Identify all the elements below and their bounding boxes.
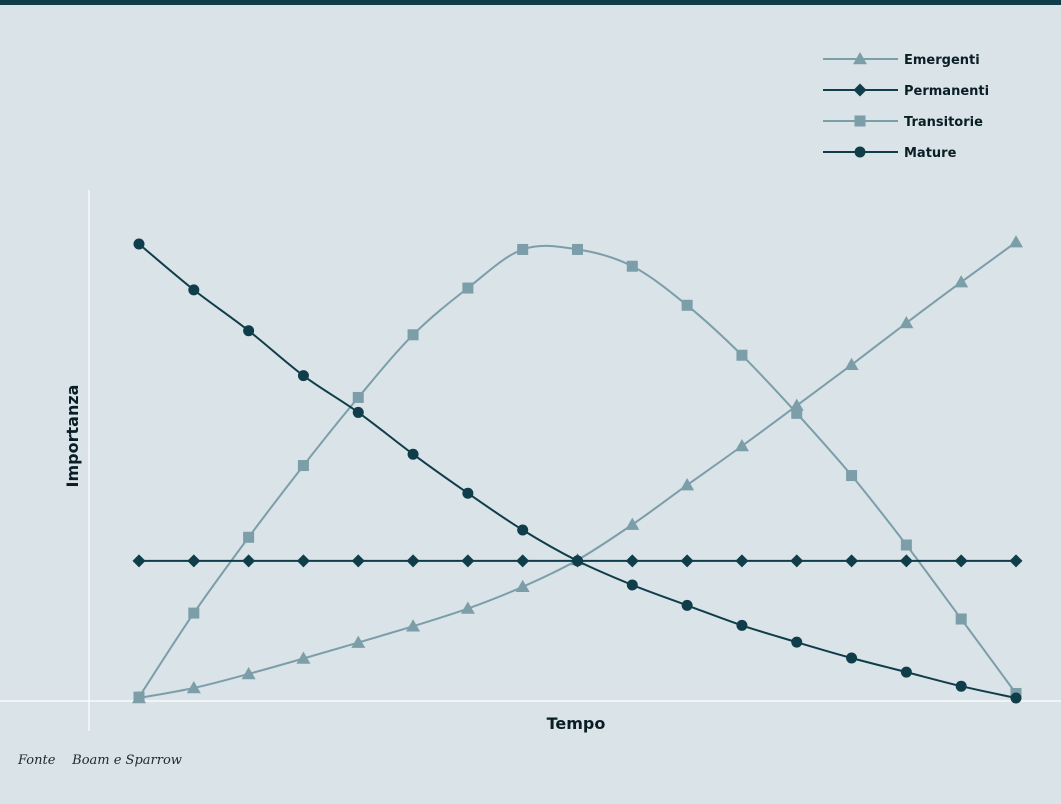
- series-layer: [132, 235, 1023, 704]
- data-point-permanenti-3: [242, 554, 256, 568]
- data-point-transitorie-12: [736, 349, 748, 361]
- data-point-mature-15: [900, 666, 912, 678]
- data-point-permanenti-2: [187, 554, 201, 568]
- data-point-transitorie-1: [133, 691, 145, 703]
- data-point-mature-5: [352, 406, 364, 418]
- source-text: Boam e Sparrow: [72, 753, 182, 768]
- data-point-emergenti-11: [680, 478, 695, 491]
- data-point-permanenti-6: [406, 554, 420, 568]
- legend: Emergenti Permanenti Transitorie Mature: [823, 52, 989, 161]
- legend-label-permanenti: Permanenti: [904, 84, 989, 99]
- data-point-emergenti-17: [1009, 235, 1023, 248]
- data-point-transitorie-6: [407, 329, 419, 341]
- data-point-permanenti-12: [735, 554, 749, 568]
- data-point-transitorie-16: [955, 613, 967, 625]
- series-mature: [133, 238, 1022, 704]
- data-point-permanenti-16: [954, 554, 968, 568]
- data-point-transitorie-7: [462, 282, 474, 294]
- series-line-transitorie: [138, 244, 1017, 698]
- data-point-emergenti-2: [186, 681, 201, 694]
- data-point-emergenti-7: [460, 601, 475, 614]
- data-point-mature-3: [243, 325, 255, 337]
- legend-label-emergenti: Emergenti: [904, 53, 980, 68]
- legend-item-mature: Mature: [823, 146, 957, 161]
- data-point-emergenti-15: [899, 315, 914, 329]
- legend-marker-mature: [854, 146, 866, 158]
- data-point-emergenti-8: [515, 579, 530, 593]
- legend-label-mature: Mature: [904, 146, 957, 161]
- data-point-transitorie-14: [846, 470, 858, 482]
- data-point-transitorie-4: [297, 460, 309, 472]
- data-point-mature-9: [572, 555, 583, 567]
- data-point-permanenti-14: [845, 554, 859, 568]
- data-point-transitorie-3: [243, 531, 255, 543]
- source-label: Fonte: [18, 753, 56, 768]
- legend-marker-transitorie: [854, 115, 866, 127]
- top-bar: [0, 0, 1061, 5]
- data-point-mature-1: [133, 238, 145, 250]
- data-point-permanenti-8: [516, 554, 530, 568]
- data-point-emergenti-14: [844, 357, 859, 371]
- legend-item-emergenti: Emergenti: [823, 52, 980, 68]
- series-transitorie: [133, 243, 1022, 703]
- data-point-mature-16: [955, 680, 967, 692]
- data-point-transitorie-8: [517, 243, 529, 255]
- data-point-emergenti-13: [789, 398, 804, 411]
- legend-marker-permanenti: [853, 83, 867, 97]
- data-point-emergenti-10: [625, 517, 640, 530]
- data-point-emergenti-12: [734, 439, 749, 452]
- data-point-mature-6: [407, 448, 419, 460]
- data-point-transitorie-11: [681, 299, 693, 311]
- data-point-mature-13: [791, 636, 803, 648]
- data-point-permanenti-7: [461, 554, 475, 568]
- data-point-emergenti-6: [406, 619, 421, 632]
- series-line-emergenti: [138, 241, 1017, 699]
- data-point-transitorie-13: [791, 407, 803, 419]
- data-point-mature-2: [188, 284, 200, 296]
- data-point-permanenti-15: [899, 554, 913, 568]
- data-point-permanenti-11: [680, 554, 694, 568]
- data-point-emergenti-4: [296, 651, 311, 664]
- legend-item-transitorie: Transitorie: [823, 115, 983, 130]
- data-point-mature-17: [1010, 692, 1022, 704]
- data-point-emergenti-16: [954, 275, 969, 288]
- data-point-mature-10: [626, 579, 638, 591]
- data-point-permanenti-13: [790, 554, 804, 568]
- data-point-mature-4: [297, 370, 309, 382]
- series-line-mature: [138, 243, 1017, 699]
- data-point-mature-12: [736, 619, 748, 631]
- data-point-mature-14: [846, 652, 858, 664]
- x-axis-title: Tempo: [547, 714, 606, 733]
- data-point-mature-8: [517, 524, 529, 536]
- data-point-transitorie-9: [572, 243, 583, 255]
- data-point-transitorie-10: [626, 260, 638, 272]
- data-point-mature-11: [681, 599, 693, 611]
- legend-label-transitorie: Transitorie: [904, 115, 983, 130]
- data-point-mature-7: [462, 487, 474, 499]
- axes: [0, 190, 1061, 731]
- data-point-permanenti-4: [296, 554, 310, 568]
- data-point-permanenti-5: [351, 554, 365, 568]
- series-emergenti: [132, 235, 1023, 704]
- legend-marker-emergenti: [853, 52, 867, 65]
- data-point-transitorie-2: [188, 607, 200, 619]
- y-axis-title: Importanza: [63, 385, 82, 488]
- data-point-permanenti-1: [132, 554, 146, 568]
- data-point-permanenti-17: [1009, 554, 1023, 568]
- data-point-permanenti-10: [625, 554, 639, 568]
- data-point-emergenti-5: [351, 635, 366, 648]
- data-point-emergenti-3: [241, 666, 256, 680]
- legend-item-permanenti: Permanenti: [823, 83, 989, 99]
- data-point-transitorie-15: [900, 539, 912, 551]
- data-point-transitorie-5: [352, 391, 364, 403]
- source-note: Fonte Boam e Sparrow: [18, 753, 182, 768]
